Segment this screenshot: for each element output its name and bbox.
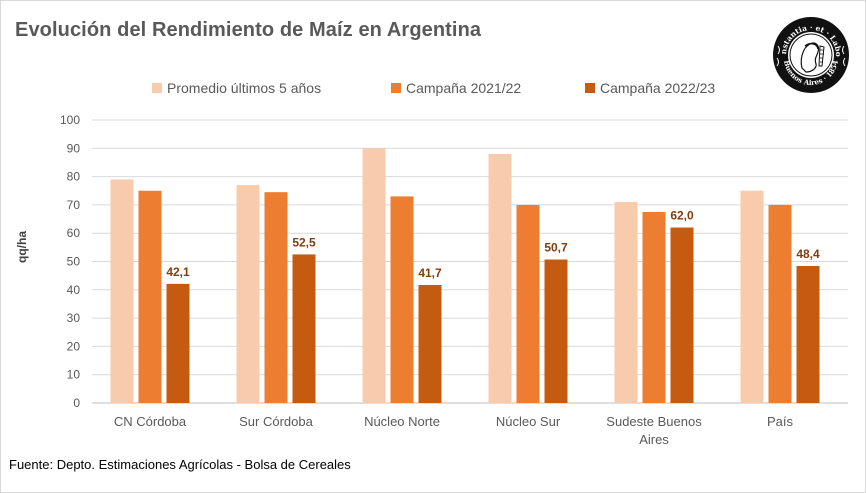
y-tick-label: 10	[67, 368, 81, 382]
bar-promedio	[362, 148, 386, 403]
data-label: 48,4	[796, 247, 820, 261]
y-axis-ticks: 0 10 20 30 40 50 60 70 80 90 100	[60, 113, 80, 410]
bar-promedio	[110, 179, 134, 403]
legend-item-campana-2022-23: Campaña 2022/23	[585, 80, 715, 96]
y-tick-label: 80	[67, 170, 81, 184]
bar-campana-2022-23	[166, 283, 190, 403]
bar-campana-2021-22	[138, 190, 162, 403]
bar-campana-2022-23	[670, 227, 694, 403]
x-category-label: Núcleo Norte	[364, 414, 440, 429]
bar-promedio	[236, 185, 260, 403]
y-tick-label: 100	[60, 113, 80, 127]
x-category-label: Sur Córdoba	[239, 414, 313, 429]
x-category-label: Núcleo Sur	[496, 414, 561, 429]
legend-swatch-campana-2022-23	[585, 83, 595, 93]
legend-item-promedio: Promedio últimos 5 años	[152, 80, 321, 96]
data-labels: 42,1 52,5 41,7 50,7 62,0 48,4	[166, 209, 820, 280]
x-category-label: País	[767, 414, 794, 429]
y-tick-label: 70	[67, 198, 81, 212]
legend-label: Campaña 2022/23	[600, 80, 716, 96]
bar-campana-2022-23	[796, 266, 820, 403]
y-axis-label: qq/ha	[15, 231, 29, 263]
bars	[110, 148, 820, 403]
y-tick-label: 40	[67, 283, 81, 297]
data-label: 41,7	[418, 266, 442, 280]
x-category-label: Aires	[639, 432, 669, 447]
chart-legend: Promedio últimos 5 años Campaña 2021/22 …	[0, 80, 866, 102]
x-axis-categories: CN Córdoba Sur Córdoba Núcleo Norte Núcleo …	[114, 414, 794, 447]
y-tick-label: 30	[67, 311, 81, 325]
y-tick-label: 0	[73, 396, 80, 410]
bar-campana-2022-23	[292, 254, 316, 403]
legend-label: Campaña 2021/22	[406, 80, 522, 96]
bar-campana-2021-22	[390, 196, 414, 403]
legend-swatch-promedio	[152, 83, 162, 93]
data-label: 62,0	[670, 209, 694, 223]
bar-campana-2022-23	[418, 284, 442, 403]
bar-campana-2021-22	[264, 192, 288, 403]
x-category-label: CN Córdoba	[114, 414, 187, 429]
bar-promedio	[488, 153, 512, 403]
bolsa-de-cereales-seal-logo-icon: Constantia · et · Labore Buenos Aires · …	[772, 16, 849, 93]
data-label: 50,7	[544, 241, 568, 255]
gridlines	[92, 119, 848, 404]
chart-title: Evolución del Rendimiento de Maíz en Arg…	[15, 19, 482, 41]
bar-promedio	[740, 190, 764, 403]
bar-campana-2021-22	[642, 211, 666, 403]
y-tick-label: 20	[67, 339, 81, 353]
source-note: Fuente: Depto. Estimaciones Agrícolas - …	[9, 457, 351, 472]
data-label: 42,1	[166, 265, 190, 279]
bar-campana-2021-22	[768, 204, 792, 403]
legend-item-campana-2021-22: Campaña 2021/22	[391, 80, 521, 96]
y-tick-label: 60	[67, 226, 81, 240]
bar-campana-2022-23	[544, 259, 568, 403]
legend-label: Promedio últimos 5 años	[167, 80, 322, 96]
data-label: 52,5	[292, 235, 316, 249]
bar-campana-2021-22	[516, 204, 540, 403]
y-tick-label: 50	[67, 255, 81, 269]
bar-promedio	[614, 202, 638, 403]
y-tick-label: 90	[67, 141, 81, 155]
legend-swatch-campana-2021-22	[391, 83, 401, 93]
x-category-label: Sudeste Buenos	[606, 414, 702, 429]
